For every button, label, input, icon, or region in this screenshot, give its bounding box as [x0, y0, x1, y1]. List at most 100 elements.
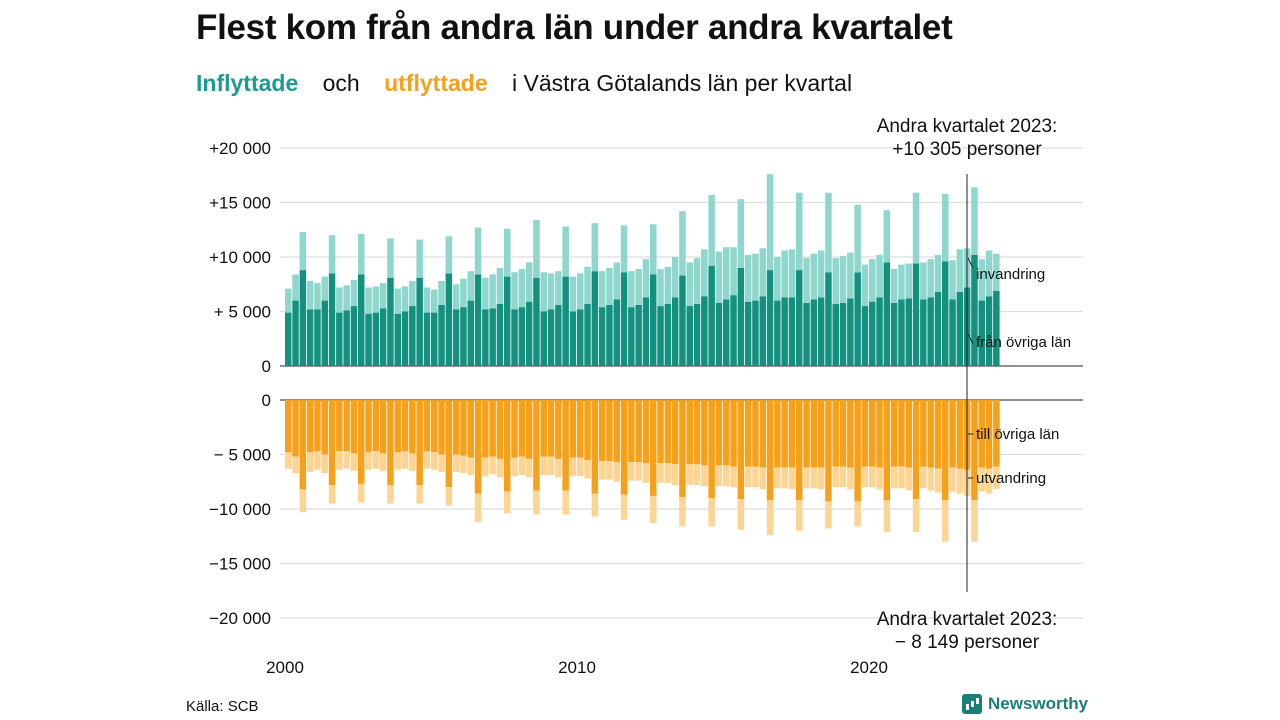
x-tick-label: 2010 — [558, 658, 596, 677]
bar-invandring — [496, 267, 504, 304]
bar-till-ovriga-lan — [562, 400, 569, 491]
bar-till-ovriga-lan — [883, 400, 891, 501]
bottom-callout-line2: − 8 149 personer — [895, 632, 1040, 653]
bar-utvandring — [810, 467, 818, 489]
bar-invandring — [409, 280, 416, 307]
bar-fran-ovriga-lan — [292, 300, 299, 366]
bar-invandring — [423, 287, 431, 313]
bar-fran-ovriga-lan — [606, 304, 613, 366]
bar-till-ovriga-lan — [438, 400, 445, 455]
bar-till-ovriga-lan — [949, 400, 956, 468]
bar-utvandring — [854, 501, 861, 527]
bar-utvandring — [679, 497, 686, 527]
bar-fran-ovriga-lan — [759, 296, 766, 366]
top-panel-bars — [285, 174, 1000, 366]
bar-fran-ovriga-lan — [299, 270, 307, 366]
bar-till-ovriga-lan — [942, 400, 949, 501]
bar-till-ovriga-lan — [467, 400, 474, 458]
bar-till-ovriga-lan — [912, 400, 920, 500]
bar-fran-ovriga-lan — [781, 297, 788, 366]
newsworthy-logo[interactable]: Newsworthy — [962, 694, 1088, 714]
subtitle-och: och — [322, 70, 360, 96]
chart-title: Flest kom från andra län under andra kva… — [196, 8, 953, 47]
bar-till-ovriga-lan — [898, 400, 905, 467]
bar-fran-ovriga-lan — [628, 307, 635, 366]
bar-invandring — [701, 249, 708, 297]
bar-fran-ovriga-lan — [715, 302, 723, 366]
bottom-y-tick-label: − 5 000 — [214, 446, 271, 465]
bar-utvandring — [723, 465, 730, 487]
bar-fran-ovriga-lan — [555, 304, 562, 366]
bar-fran-ovriga-lan — [336, 312, 343, 366]
bar-utvandring — [504, 491, 511, 514]
bar-fran-ovriga-lan — [496, 303, 504, 366]
bar-invandring — [431, 289, 438, 313]
bar-utvandring — [584, 459, 591, 479]
bottom-callout-line1: Andra kvartalet 2023: — [877, 609, 1058, 630]
bar-fran-ovriga-lan — [832, 303, 839, 366]
bar-till-ovriga-lan — [679, 400, 686, 498]
bar-utvandring — [956, 468, 964, 494]
bar-till-ovriga-lan — [591, 400, 599, 494]
bar-fran-ovriga-lan — [423, 312, 431, 366]
bar-till-ovriga-lan — [650, 400, 657, 496]
bar-till-ovriga-lan — [445, 400, 453, 488]
bar-utvandring — [912, 499, 920, 532]
bar-till-ovriga-lan — [993, 400, 1000, 467]
bar-fran-ovriga-lan — [372, 312, 380, 366]
label-till-ovriga-lan: till övriga län — [976, 426, 1059, 443]
bar-invandring — [299, 231, 307, 271]
bar-fran-ovriga-lan — [664, 303, 672, 366]
bar-utvandring — [978, 467, 985, 492]
bar-till-ovriga-lan — [321, 400, 328, 455]
bar-till-ovriga-lan — [292, 400, 299, 457]
bar-utvandring — [839, 466, 847, 488]
bar-fran-ovriga-lan — [861, 306, 869, 366]
bar-fran-ovriga-lan — [343, 310, 350, 366]
bottom-y-tick-label: 0 — [262, 391, 271, 410]
bar-fran-ovriga-lan — [328, 273, 336, 366]
bar-fran-ovriga-lan — [920, 299, 927, 366]
bar-till-ovriga-lan — [817, 400, 825, 468]
bar-utvandring — [533, 490, 540, 515]
bar-utvandring — [379, 453, 387, 471]
bar-till-ovriga-lan — [365, 400, 372, 453]
bar-utvandring — [401, 451, 409, 469]
bar-invandring — [898, 264, 905, 300]
bar-utvandring — [394, 452, 401, 470]
bar-till-ovriga-lan — [482, 400, 489, 458]
bar-utvandring — [847, 467, 854, 490]
axis-labels: +20 000 +15 000 +10 000 + 5 000 0 0 − 5 000 −10… — [209, 139, 888, 677]
bar-utvandring — [525, 458, 533, 478]
bar-fran-ovriga-lan — [511, 309, 518, 366]
bar-invandring — [869, 259, 876, 302]
bar-utvandring — [920, 466, 927, 489]
bar-utvandring — [905, 467, 912, 491]
bar-invandring — [343, 285, 350, 311]
bar-utvandring — [890, 466, 898, 489]
bar-invandring — [876, 254, 883, 298]
bar-till-ovriga-lan — [803, 400, 810, 468]
bar-fran-ovriga-lan — [350, 306, 358, 366]
bar-invandring — [905, 263, 912, 299]
bar-utvandring — [358, 483, 365, 503]
bar-till-ovriga-lan — [693, 400, 701, 465]
bar-utvandring — [869, 466, 876, 488]
bar-till-ovriga-lan — [379, 400, 387, 454]
bar-fran-ovriga-lan — [584, 303, 591, 366]
bar-utvandring — [540, 456, 547, 476]
bar-utvandring — [744, 466, 752, 488]
bar-utvandring — [555, 458, 562, 478]
bottom-y-tick-label: −20 000 — [209, 609, 271, 628]
bar-till-ovriga-lan — [423, 400, 431, 452]
bar-till-ovriga-lan — [642, 400, 650, 464]
bar-invandring — [832, 258, 839, 304]
bar-fran-ovriga-lan — [358, 274, 365, 366]
bar-invandring — [489, 274, 496, 309]
bar-till-ovriga-lan — [431, 400, 438, 453]
bar-invandring — [671, 257, 679, 298]
bar-fran-ovriga-lan — [708, 265, 715, 366]
bar-utvandring — [664, 463, 672, 483]
bar-invandring — [744, 254, 752, 302]
bar-fran-ovriga-lan — [752, 300, 759, 366]
